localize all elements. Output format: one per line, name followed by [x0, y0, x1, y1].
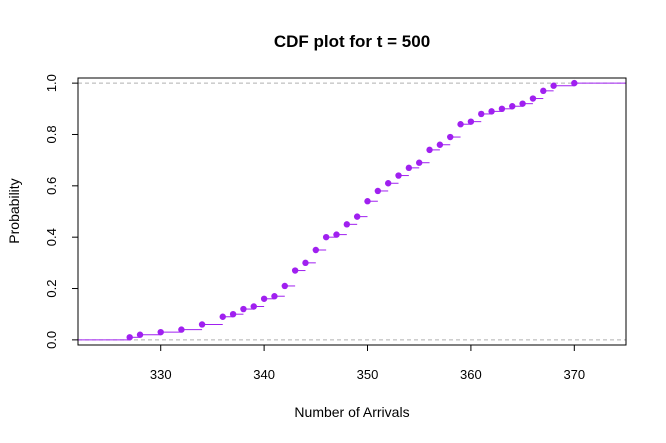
y-axis: 0.0 0.2 0.4 0.6 0.8 1.0	[44, 74, 78, 349]
x-axis: 330 340 350 360 370	[150, 345, 585, 382]
data-point	[426, 146, 433, 154]
data-point	[136, 331, 144, 338]
data-point	[229, 310, 237, 318]
data-point	[126, 334, 133, 341]
data-point	[343, 221, 351, 228]
data-point	[271, 293, 278, 300]
data-point	[519, 100, 526, 107]
data-point	[157, 328, 164, 336]
data-point	[447, 133, 454, 141]
data-point	[550, 82, 557, 89]
data-point	[540, 87, 547, 95]
data-point	[219, 313, 226, 320]
data-point	[416, 159, 423, 166]
data-point	[178, 326, 185, 333]
x-tick-label: 370	[563, 367, 585, 382]
data-point	[198, 321, 206, 328]
y-tick-label: 1.0	[44, 74, 59, 92]
data-point	[529, 95, 537, 102]
y-tick-label: 0.0	[44, 331, 59, 349]
data-point	[291, 267, 299, 274]
data-point	[395, 172, 402, 179]
y-tick-label: 0.8	[44, 125, 59, 143]
data-point	[364, 198, 371, 205]
data-point	[384, 180, 392, 187]
x-tick-label: 350	[357, 367, 379, 382]
x-axis-title: Number of Arrivals	[294, 404, 409, 420]
data-point	[333, 231, 340, 238]
data-point	[478, 110, 485, 118]
data-point	[322, 233, 330, 241]
data-point	[353, 213, 361, 220]
data-point	[250, 303, 257, 310]
data-point	[374, 187, 382, 195]
y-axis-title: Probability	[6, 178, 22, 243]
y-tick-label: 0.2	[44, 279, 59, 297]
data-point	[260, 295, 268, 302]
reference-lines	[78, 82, 626, 341]
x-tick-label: 360	[460, 367, 482, 382]
data-point	[571, 79, 578, 87]
x-tick-label: 330	[150, 367, 172, 382]
data-points	[126, 79, 578, 341]
data-point	[457, 121, 464, 128]
chart-title: CDF plot for t = 500	[274, 32, 430, 51]
data-point	[498, 105, 506, 113]
y-tick-label: 0.4	[44, 228, 59, 246]
data-point	[312, 246, 320, 254]
step-segments	[78, 82, 626, 341]
x-tick-label: 340	[253, 367, 275, 382]
y-tick-label: 0.6	[44, 177, 59, 195]
data-point	[488, 108, 495, 115]
data-point	[405, 164, 413, 172]
data-point	[467, 118, 475, 125]
data-point	[436, 141, 444, 148]
data-point	[302, 259, 309, 267]
data-point	[509, 103, 516, 110]
plot-frame	[77, 77, 627, 346]
data-point	[281, 282, 288, 290]
data-point	[240, 305, 247, 313]
